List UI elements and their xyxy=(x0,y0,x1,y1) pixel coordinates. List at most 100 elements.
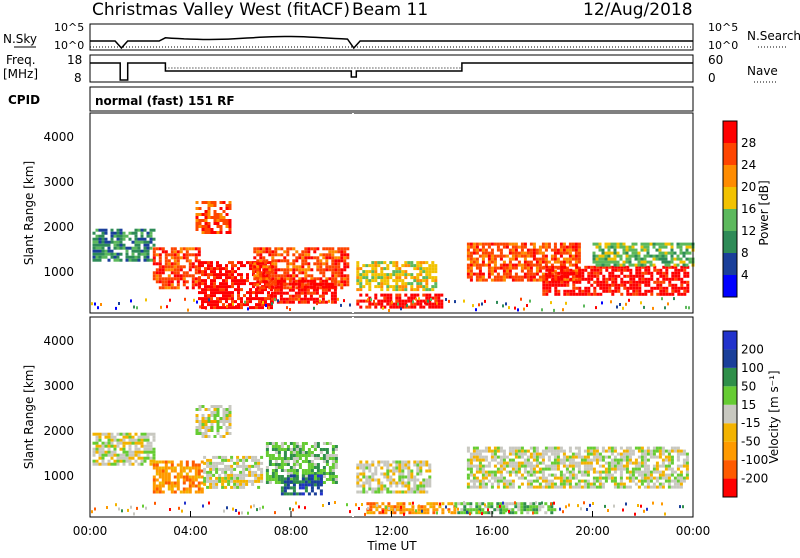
heatmap-cell xyxy=(322,262,326,266)
heatmap-cell xyxy=(407,481,411,485)
heatmap-cell xyxy=(508,242,512,246)
heatmap-cell xyxy=(304,483,308,487)
heatmap-cell xyxy=(143,246,147,250)
heatmap-cell xyxy=(125,432,129,436)
heatmap-cell xyxy=(432,505,436,509)
heatmap-cell xyxy=(496,278,500,282)
heatmap-cell xyxy=(637,473,641,477)
heatmap-cell xyxy=(610,467,614,471)
heatmap-cell xyxy=(225,417,229,420)
heatmap-cell xyxy=(315,291,319,295)
heatmap-cell xyxy=(297,282,301,286)
heatmap-cell xyxy=(325,265,329,269)
heatmap-cell xyxy=(398,293,402,297)
heatmap-cell xyxy=(559,263,563,267)
heatmap-cell xyxy=(635,265,639,269)
heatmap-cell xyxy=(502,476,506,480)
heatmap-cell xyxy=(526,485,530,489)
heatmap-cell xyxy=(161,490,165,494)
heatmap-cell xyxy=(583,455,587,459)
heatmap-cell xyxy=(502,511,506,515)
heatmap-cell xyxy=(649,479,653,483)
heatmap-cell xyxy=(292,489,296,493)
heatmap-cell xyxy=(659,292,663,296)
heatmap-cell xyxy=(595,476,599,480)
heatmap-cell xyxy=(613,464,617,468)
heatmap-cell xyxy=(169,508,171,511)
heatmap-cell xyxy=(222,411,226,414)
heatmap-cell xyxy=(478,461,482,465)
heatmap-cell xyxy=(428,463,432,467)
heatmap-cell xyxy=(231,291,234,295)
heatmap-cell xyxy=(643,467,647,471)
heatmap-cell xyxy=(133,305,135,309)
heatmap-cell xyxy=(683,265,687,269)
heatmap-cell xyxy=(619,452,623,456)
heatmap-cell xyxy=(216,213,220,216)
heatmap-cell xyxy=(563,274,567,278)
heatmap-cell xyxy=(248,470,252,474)
heatmap-cell xyxy=(602,289,606,293)
heatmap-cell xyxy=(334,478,338,481)
heatmap-cell xyxy=(137,462,141,466)
heatmap-cell xyxy=(448,299,450,303)
noise-tick-right-high: 10^5 xyxy=(708,21,738,34)
heatmap-cell xyxy=(505,254,509,258)
heatmap-cell xyxy=(402,505,406,509)
heatmap-cell xyxy=(577,464,581,468)
colorbar-tick-label: -200 xyxy=(741,472,768,486)
heatmap-cell xyxy=(478,275,482,279)
heatmap-cell xyxy=(223,509,225,513)
heatmap-cell xyxy=(398,490,402,494)
nsky-trace xyxy=(90,35,693,50)
heatmap-cell xyxy=(201,261,204,265)
heatmap-cell xyxy=(362,487,366,491)
heatmap-cell xyxy=(575,286,579,290)
heatmap-cell xyxy=(686,286,690,290)
heatmap-cell xyxy=(577,257,581,261)
heatmap-cell xyxy=(425,302,429,306)
heatmap-cell xyxy=(134,441,138,445)
heatmap-cell xyxy=(152,250,156,254)
heatmap-cell xyxy=(371,472,375,476)
heatmap-cell xyxy=(466,269,470,273)
heatmap-cell xyxy=(237,285,240,289)
heatmap-cell xyxy=(553,508,557,512)
heatmap-cell xyxy=(233,482,237,486)
heatmap-cell xyxy=(499,266,503,270)
heatmap-cell xyxy=(356,273,360,277)
heatmap-cell xyxy=(577,245,581,249)
heatmap-cell xyxy=(304,253,308,257)
heatmap-cell xyxy=(661,464,665,468)
heatmap-cell xyxy=(532,455,536,459)
heatmap-cell xyxy=(259,247,263,251)
heatmap-cell xyxy=(502,479,506,483)
heatmap-cell xyxy=(249,264,252,268)
heatmap-cell xyxy=(310,480,314,484)
heatmap-cell xyxy=(251,464,255,468)
heatmap-cell xyxy=(359,279,363,283)
heatmap-cell xyxy=(529,470,533,474)
heatmap-cell xyxy=(490,272,494,276)
heatmap-cell xyxy=(231,261,234,265)
heatmap-cell xyxy=(652,467,656,471)
heatmap-cell xyxy=(405,508,409,512)
heatmap-cell xyxy=(289,457,293,460)
heatmap-cell xyxy=(643,461,647,465)
heatmap-cell xyxy=(401,264,405,268)
heatmap-cell xyxy=(520,266,524,270)
heatmap-cell xyxy=(670,467,674,471)
heatmap-cell xyxy=(349,303,351,307)
heatmap-cell xyxy=(134,228,138,232)
heatmap-cell xyxy=(454,502,458,506)
heatmap-cell xyxy=(158,472,162,476)
heatmap-cell xyxy=(253,277,257,281)
heatmap-cell xyxy=(496,502,500,506)
heatmap-cell xyxy=(292,271,296,275)
heatmap-cell xyxy=(365,305,369,309)
heatmap-cell xyxy=(679,479,683,483)
heatmap-cell xyxy=(674,268,678,272)
heatmap-cell xyxy=(304,259,308,263)
heatmap-cell xyxy=(179,469,183,473)
heatmap-cell xyxy=(380,288,384,292)
